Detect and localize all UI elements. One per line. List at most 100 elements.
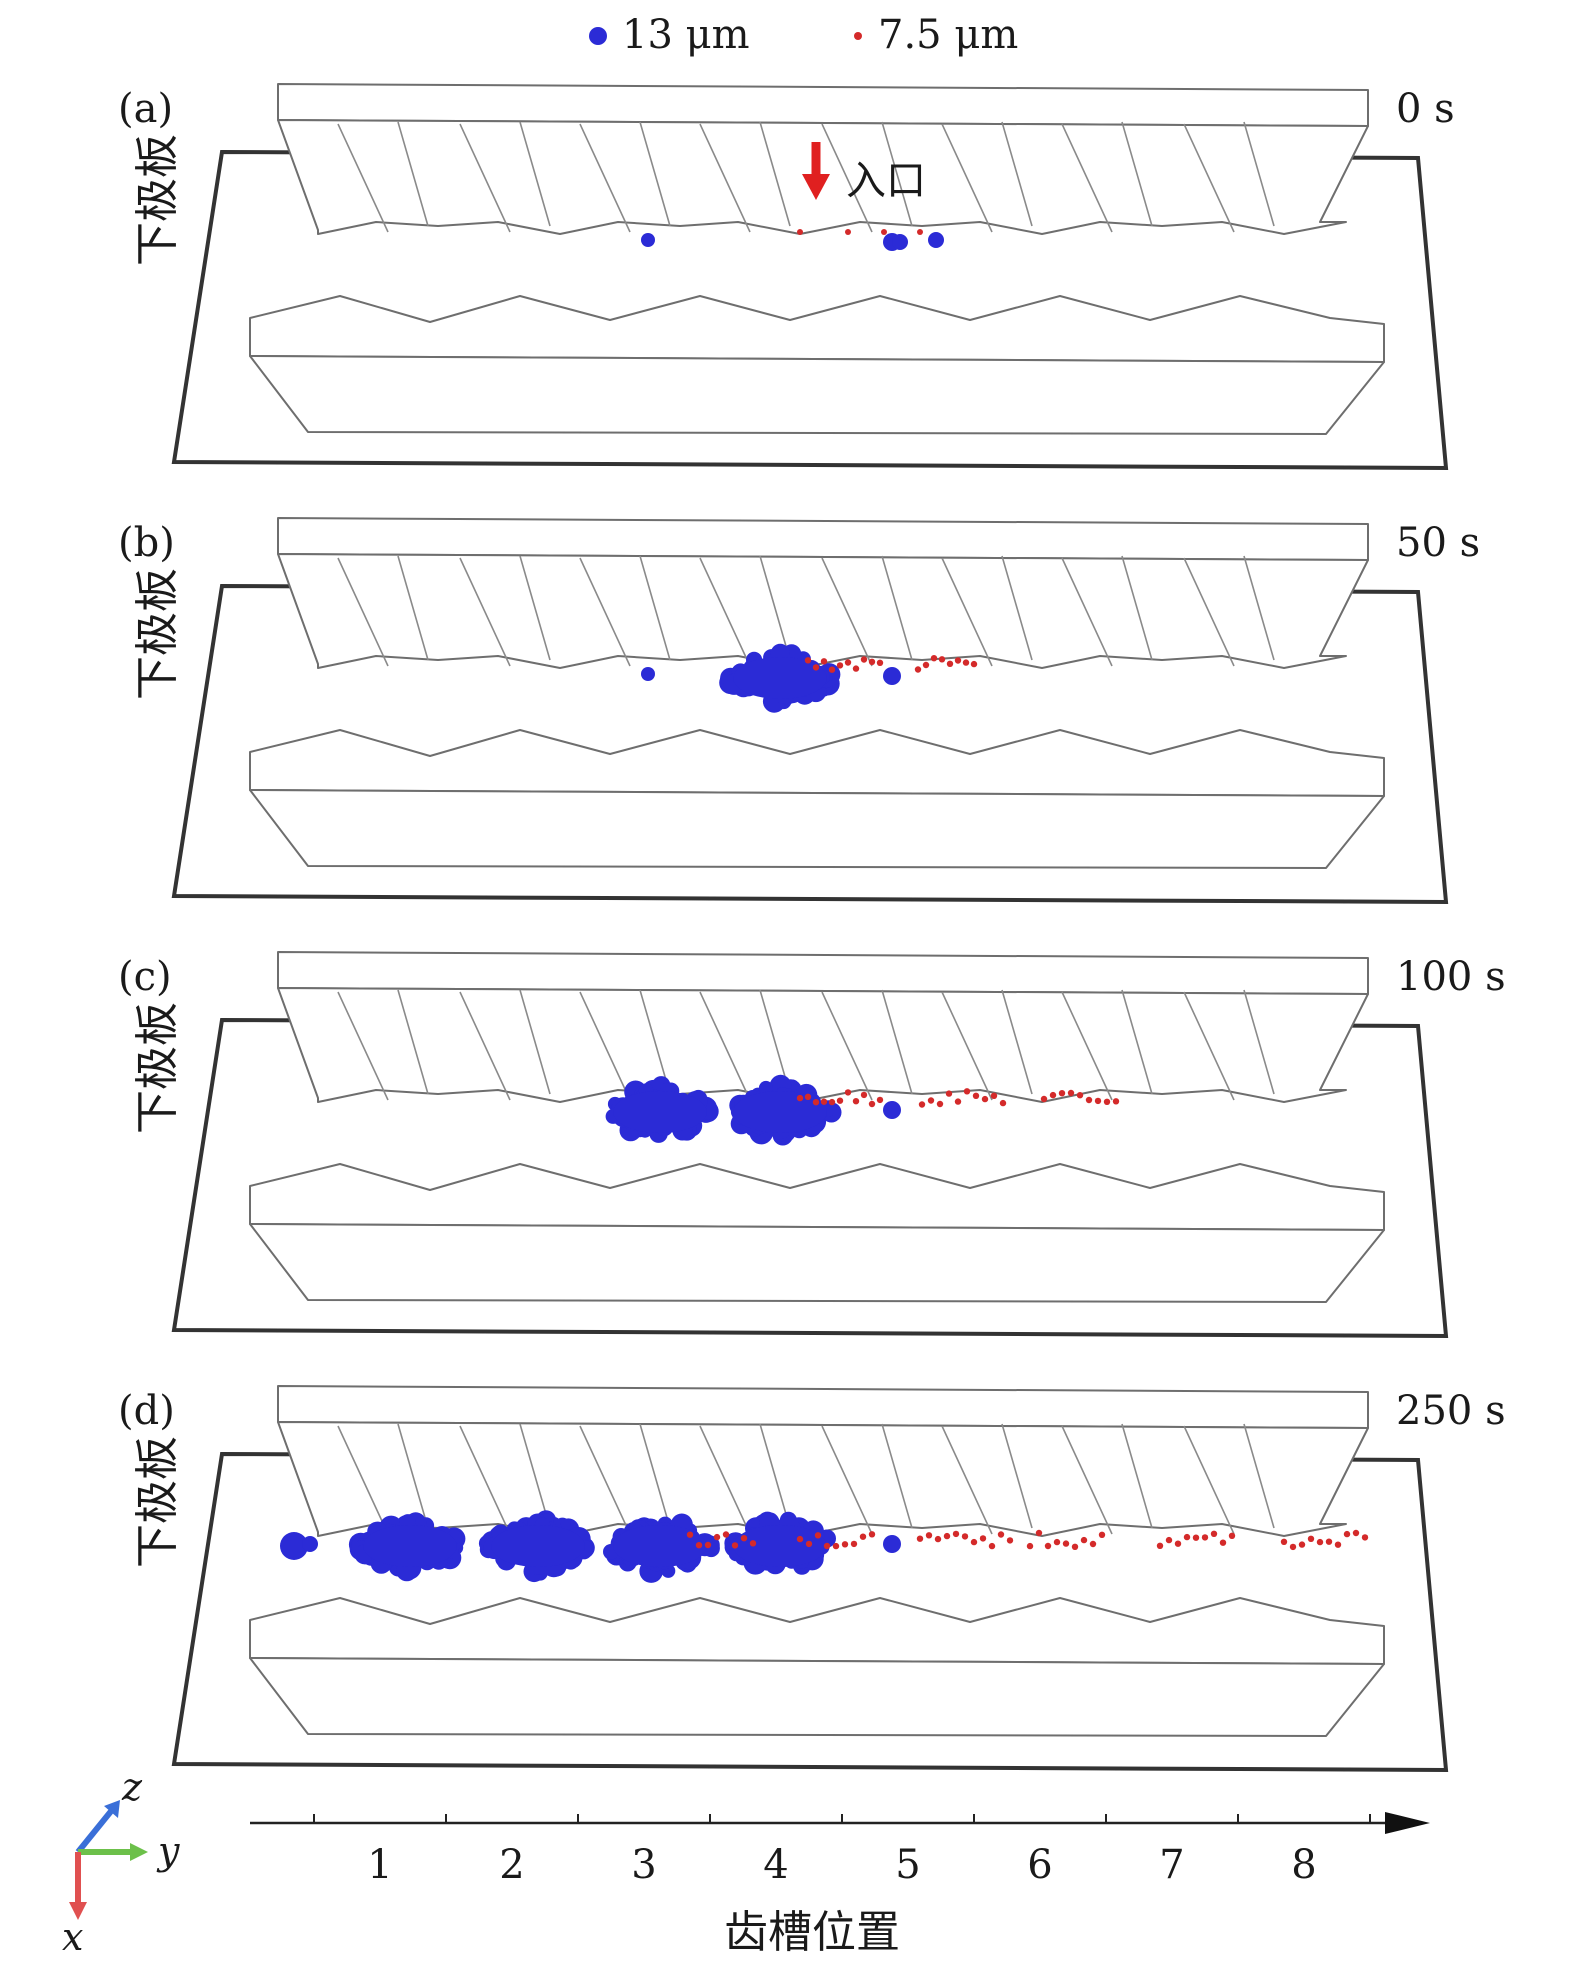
particle-7-5um xyxy=(938,656,946,663)
tooth-crease xyxy=(1183,991,1235,1101)
particle-7-5um xyxy=(876,1096,884,1104)
particle-13um xyxy=(641,667,655,681)
upper-electrode-top xyxy=(277,1385,1369,1429)
particles xyxy=(641,229,944,251)
particle-cluster-core xyxy=(733,1525,827,1567)
particle-13um xyxy=(302,1536,318,1552)
tooth-crease xyxy=(821,1425,873,1535)
legend-label-large: 13 μm xyxy=(622,12,750,58)
particle-7-5um xyxy=(1183,1533,1191,1541)
particle-7-5um xyxy=(859,1533,867,1540)
particles xyxy=(641,643,978,713)
tooth-crease xyxy=(579,991,631,1101)
tooth-crease xyxy=(759,555,791,661)
upper-electrode-teeth xyxy=(277,1421,1369,1537)
particle-7-5um xyxy=(828,1098,836,1106)
tooth-crease xyxy=(1243,121,1275,227)
upper-electrode-top xyxy=(277,517,1369,561)
particle-7-5um xyxy=(1165,1536,1173,1544)
particle-7-5um xyxy=(936,1100,944,1108)
legend: 13 μm 7.5 μm xyxy=(589,12,1018,58)
particle-cluster-core xyxy=(613,1091,707,1133)
tooth-crease xyxy=(337,1425,389,1535)
particle-7-5um xyxy=(1352,1529,1360,1537)
particle-cluster-core xyxy=(733,1091,827,1133)
triad-y-arrowhead xyxy=(130,1843,148,1861)
axis-ticks: 1 2 3 4 5 6 7 8 xyxy=(313,1814,1371,1888)
particle-7-5um xyxy=(820,658,828,665)
particle-7-5um xyxy=(945,1090,953,1097)
tooth-crease xyxy=(1243,1423,1275,1529)
lower-plate-label: 下极板 xyxy=(132,1436,183,1568)
particle-7-5um xyxy=(952,1530,960,1538)
particle-7-5um xyxy=(1210,1530,1218,1537)
particle-7-5um xyxy=(844,659,852,666)
particle-7-5um xyxy=(731,1542,739,1549)
tooth-crease xyxy=(459,1425,511,1535)
particle-7-5um xyxy=(836,662,844,669)
tooth-crease xyxy=(337,991,389,1101)
particle-7-5um xyxy=(713,1533,721,1541)
coordinate-triad: z y x xyxy=(62,1765,180,1959)
panel-time: 100 s xyxy=(1396,954,1506,1000)
upper-electrode-top xyxy=(277,83,1369,127)
particle-7-5um xyxy=(1040,1095,1048,1103)
particle-7-5um xyxy=(970,1538,978,1546)
particle-7-5um xyxy=(1361,1534,1369,1541)
tooth-crease xyxy=(639,1423,671,1529)
particle-7-5um xyxy=(1049,1091,1057,1099)
particle-13um xyxy=(928,232,944,248)
particle-7-5um xyxy=(1076,1092,1084,1099)
tooth-crease xyxy=(1243,989,1275,1095)
particle-7-5um xyxy=(812,1099,820,1106)
particle-7-5um xyxy=(963,1088,971,1095)
particle-7-5um xyxy=(804,1093,812,1100)
tooth-crease xyxy=(397,989,429,1095)
particle-7-5um xyxy=(1103,1098,1111,1105)
tooth-crease xyxy=(519,555,551,661)
particle-7-5um xyxy=(860,656,868,663)
particle-7-5um xyxy=(961,1533,969,1540)
particles xyxy=(280,1510,1369,1583)
particle-7-5um xyxy=(695,1542,703,1549)
particle-cluster-core xyxy=(363,1525,457,1567)
tooth-crease xyxy=(821,123,873,233)
tooth-crease xyxy=(941,1425,993,1535)
particle-7-5um xyxy=(930,655,938,662)
tooth-crease xyxy=(881,1423,913,1529)
axis-tick-label: 4 xyxy=(763,1842,788,1888)
particle-cluster-core xyxy=(733,657,827,699)
tooth-crease xyxy=(337,123,389,233)
tooth-crease xyxy=(1061,1425,1113,1535)
particle-7-5um xyxy=(868,1100,876,1108)
particle-13um xyxy=(892,234,908,250)
particle-7-5um xyxy=(1334,1541,1342,1548)
particle-7-5um xyxy=(954,657,962,664)
tooth-crease xyxy=(459,991,511,1101)
axis-tick-label: 7 xyxy=(1159,1842,1184,1888)
particle-7-5um xyxy=(1228,1532,1236,1539)
tooth-crease xyxy=(397,1423,429,1529)
particle-7-5um xyxy=(972,1092,980,1099)
particle-7-5um xyxy=(1094,1097,1102,1105)
panel-time: 50 s xyxy=(1396,520,1480,566)
triad-y-label: y xyxy=(156,1829,180,1873)
panel-tag: (c) xyxy=(118,954,172,1000)
particle-7-5um xyxy=(962,659,970,666)
tooth-crease xyxy=(1001,555,1033,661)
panel-tag: (b) xyxy=(118,520,175,566)
tooth-crease xyxy=(1183,1425,1235,1535)
particle-7-5um xyxy=(954,1098,962,1105)
particle-13um xyxy=(883,1535,901,1553)
axis-title: 齿槽位置 xyxy=(724,1907,900,1958)
particle-7-5um xyxy=(999,1099,1007,1107)
legend-label-small: 7.5 μm xyxy=(878,12,1018,58)
particle-7-5um xyxy=(860,1091,868,1099)
lower-electrode-top xyxy=(249,1163,1385,1231)
particle-7-5um xyxy=(981,1095,989,1103)
particle-7-5um xyxy=(934,1535,942,1543)
particle-7-5um xyxy=(1035,1529,1043,1537)
particle-7-5um xyxy=(686,1531,694,1538)
upper-electrode-top xyxy=(277,951,1369,995)
